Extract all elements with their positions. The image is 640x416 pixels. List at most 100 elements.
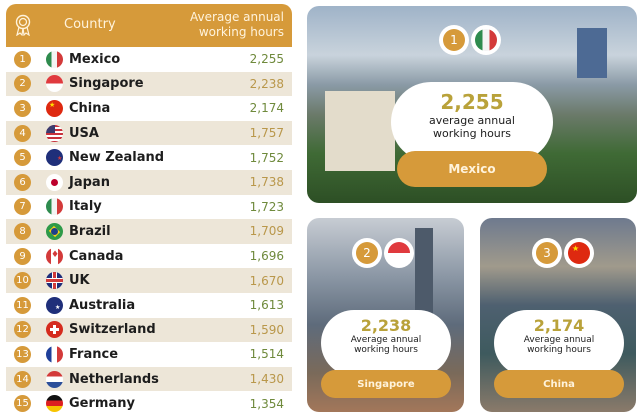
country-pill: Mexico: [397, 151, 547, 187]
rank-number: 2: [356, 242, 378, 264]
table-row: 11 ★ Australia 1,613: [6, 293, 292, 318]
table-row: 14 Netherlands 1,430: [6, 366, 292, 392]
hours-caption-line1: Average annual: [350, 335, 422, 345]
column-header-country: Country: [64, 17, 116, 32]
column-header-hours: Average annual working hours: [190, 10, 284, 40]
country-name: Japan: [69, 174, 110, 190]
country-name: UK: [69, 273, 90, 289]
table-row: 3 ★ China 2,174: [6, 96, 292, 121]
building-decoration: [325, 91, 395, 171]
card-rank-1: 1 2,255 average annual working hours Mex…: [307, 6, 637, 203]
country-name: Mexico: [69, 51, 121, 67]
table-row: 1 Mexico 2,255: [6, 47, 292, 72]
table-row: 13 France 1,514: [6, 342, 292, 367]
rank-circle: 2: [352, 238, 382, 268]
rank-circle: 3: [532, 238, 562, 268]
rank-flag-badges: 3 ★: [532, 238, 594, 268]
rank-badge: 2: [14, 75, 31, 93]
card-rank-2: 2 2,238 Average annual working hours Sin…: [307, 218, 464, 412]
country-name: China: [69, 100, 111, 116]
column-header-hours-line2: working hours: [198, 25, 284, 39]
rank-badge: 5: [14, 149, 31, 167]
brazil-flag-icon: [46, 222, 63, 240]
flag-circle: [384, 238, 414, 268]
hours-value: 2,174: [249, 101, 284, 116]
france-flag-icon: [46, 345, 63, 363]
rank-flag-badges: 1: [439, 25, 501, 55]
table-row: 2 Singapore 2,238: [6, 71, 292, 97]
rank-badge: 9: [14, 247, 31, 265]
country-name: New Zealand: [69, 150, 165, 166]
australia-flag-icon: ★: [46, 296, 63, 314]
singapore-flag-icon: [388, 242, 410, 264]
hours-value: 1,723: [249, 199, 284, 214]
hours-caption-line2: working hours: [354, 345, 418, 355]
usa-flag-icon: [46, 124, 63, 142]
tower-decoration: [415, 228, 433, 323]
italy-flag-icon: [46, 198, 63, 216]
new-zealand-flag-icon: ★: [46, 149, 63, 167]
country-name: USA: [69, 125, 99, 141]
switzerland-flag-icon: [46, 321, 63, 339]
ranking-table: Country Average annual working hours 1 M…: [6, 4, 292, 416]
country-name: Netherlands: [69, 371, 159, 387]
country-name: Italy: [69, 199, 102, 215]
rank-circle: 1: [439, 25, 469, 55]
rank-badge: 10: [14, 272, 31, 290]
country-name: Singapore: [69, 76, 144, 92]
hours-value: 1,738: [249, 175, 284, 190]
rank-badge: 4: [14, 124, 31, 142]
medal-icon: [15, 14, 31, 36]
table-row: 8 Brazil 1,709: [6, 219, 292, 244]
rank-badge: 3: [14, 99, 31, 117]
hours-value: 1,696: [249, 249, 284, 264]
country-name: Brazil: [69, 223, 111, 239]
value-cloud: 2,238 Average annual working hours: [321, 310, 451, 376]
mexico-flag-icon: [475, 29, 497, 51]
table-row: 5 ★ New Zealand 1,752: [6, 145, 292, 170]
hours-value: 1,590: [249, 322, 284, 337]
hours-value: 1,430: [249, 372, 284, 387]
germany-flag-icon: [46, 395, 63, 413]
rank-badge: 13: [14, 345, 31, 363]
rank-badge: 15: [14, 395, 31, 413]
table-header: Country Average annual working hours: [6, 4, 292, 47]
rank-flag-badges: 2: [352, 238, 414, 268]
country-pill: China: [494, 370, 624, 398]
netherlands-flag-icon: [46, 370, 63, 388]
rank-badge: 6: [14, 173, 31, 191]
flag-circle: [471, 25, 501, 55]
canada-flag-icon: ♦: [46, 247, 63, 265]
hours-value: 1,354: [249, 396, 284, 411]
hours-value: 2,238: [360, 316, 412, 335]
card-rank-3: 3 ★ 2,174 Average annual working hours C…: [480, 218, 636, 412]
japan-flag-icon: [46, 173, 63, 191]
table-row: 9 ♦ Canada 1,696: [6, 244, 292, 269]
table-row: 4 USA 1,757: [6, 120, 292, 146]
hours-value: 1,757: [249, 126, 284, 141]
tower-decoration: [577, 28, 607, 78]
table-row: 10 UK 1,670: [6, 268, 292, 293]
country-name: Switzerland: [69, 322, 156, 338]
hours-value: 2,255: [440, 90, 504, 114]
hours-value: 1,709: [249, 224, 284, 239]
hours-value: 1,514: [249, 347, 284, 362]
hours-value: 1,670: [249, 273, 284, 288]
country-name: France: [69, 346, 119, 362]
table-row: 7 Italy 1,723: [6, 195, 292, 220]
rank-badge: 7: [14, 198, 31, 216]
table-row: 12 Switzerland 1,590: [6, 317, 292, 343]
value-cloud: 2,255 average annual working hours: [391, 82, 553, 162]
china-flag-icon: ★: [46, 99, 63, 117]
country-name: Germany: [69, 396, 135, 412]
table-row: 6 Japan 1,738: [6, 169, 292, 195]
hours-caption-line2: working hours: [527, 345, 591, 355]
rank-number: 1: [443, 29, 465, 51]
country-name: Canada: [69, 248, 124, 264]
hours-caption-line2: working hours: [432, 127, 512, 140]
country-pill: Singapore: [321, 370, 451, 398]
table-row: 15 Germany 1,354: [6, 391, 292, 416]
hours-value: 1,752: [249, 150, 284, 165]
rank-badge: 11: [14, 296, 31, 314]
hours-caption-line1: average annual: [429, 114, 515, 127]
